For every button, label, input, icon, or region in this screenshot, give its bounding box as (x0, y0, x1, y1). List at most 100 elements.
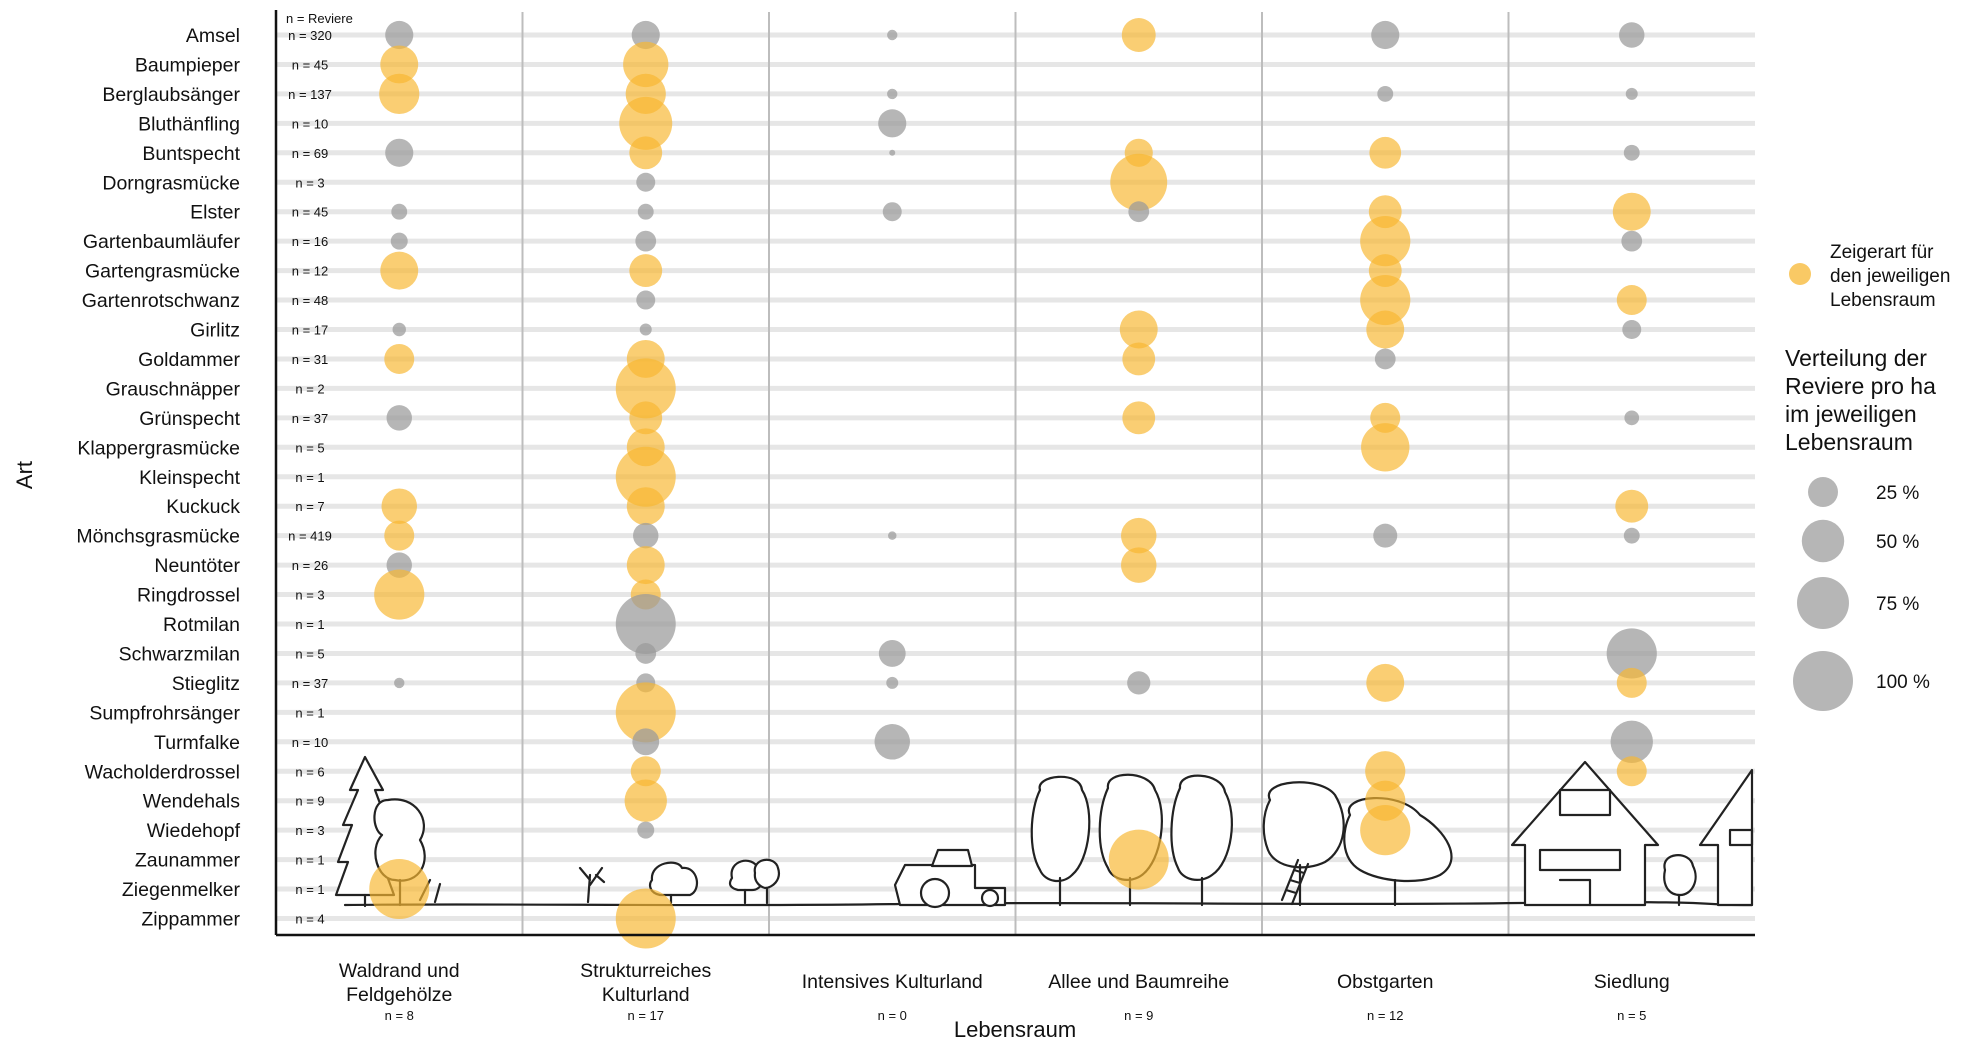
species-label: Ziegenmelker (122, 879, 241, 901)
legend-indicator-label: Zeigerart für (1830, 242, 1934, 263)
species-label: Ringdrossel (137, 585, 240, 607)
indicator-bubble (1369, 136, 1402, 169)
bubble (385, 138, 414, 167)
species-n-label: n = 419 (288, 529, 332, 544)
habitat-separators (521, 12, 1510, 935)
bubbles (369, 18, 1657, 949)
habitat-n-label: n = 8 (385, 1008, 414, 1023)
legend-size-bubble (1801, 519, 1845, 563)
legend-indicator-label: Lebensraum (1830, 290, 1936, 311)
bubble (1619, 22, 1645, 48)
species-n-label: n = 5 (295, 646, 324, 661)
legend-size-title: Lebensraum (1785, 429, 1913, 455)
species-label: Turmfalke (154, 732, 240, 754)
legend: Zeigerart für den jeweiligen Lebensraum Ver… (1785, 242, 1950, 711)
indicator-bubble (1612, 192, 1651, 231)
species-n-labels: n = 320 n = 45 n = 137 n = 10 n = 69 n = 3 n =… (288, 28, 332, 927)
bubble (1622, 320, 1642, 339)
species-label: Gartengrasmücke (85, 261, 240, 283)
species-label: Baumpieper (135, 54, 241, 76)
bubble (635, 230, 657, 252)
bubble (632, 728, 660, 756)
species-n-label: n = 16 (292, 234, 329, 249)
species-label: Dorngrasmücke (102, 172, 240, 194)
species-label: Klappergrasmücke (77, 437, 240, 459)
species-label: Grauschnäpper (106, 378, 241, 400)
species-n-label: n = 3 (295, 823, 324, 838)
habitat-label: Siedlung (1594, 971, 1670, 993)
species-n-label: n = 45 (292, 57, 329, 72)
habitat-label: Feldgehölze (346, 984, 452, 1006)
bubble (394, 677, 405, 689)
indicator-bubble (379, 73, 420, 115)
legend-size-label: 50 % (1876, 532, 1919, 553)
species-n-label: n = 17 (292, 323, 329, 338)
indicator-bubble (624, 779, 667, 822)
species-n-label: n = 3 (295, 175, 324, 190)
bubble (882, 202, 902, 222)
indicator-bubble (1122, 401, 1156, 435)
indicator-bubble (629, 401, 663, 435)
indicator-bubble (1616, 756, 1647, 787)
species-label: Wendehals (143, 791, 240, 813)
structured-farmland-icon (578, 858, 780, 905)
bubble (886, 676, 899, 689)
bubble (887, 88, 898, 100)
bubble (385, 20, 414, 50)
species-n-label: n = 9 (295, 794, 324, 809)
habitat-label: Kulturland (602, 984, 690, 1006)
species-label: Neuntöter (154, 555, 240, 577)
indicator-bubble (1365, 751, 1406, 792)
species-label: Girlitz (190, 320, 240, 342)
bubble (615, 594, 676, 654)
legend-size-bubble (1797, 577, 1849, 629)
habitat-label: Waldrand und (339, 960, 460, 982)
bubble (636, 290, 656, 310)
bubble (1128, 201, 1150, 223)
habitat-label: Strukturreiches (580, 960, 711, 982)
indicator-bubble (1121, 18, 1156, 52)
legend-size-bubble (1793, 651, 1853, 711)
indicator-bubble (1615, 489, 1649, 523)
indicator-bubble (615, 358, 676, 419)
species-n-label: n = 10 (292, 735, 329, 750)
indicator-bubble (381, 488, 417, 524)
bubble (637, 821, 655, 839)
species-label: Sumpfrohrsänger (89, 702, 240, 724)
species-n-label: n = 12 (292, 264, 329, 279)
species-label: Zaunammer (135, 850, 241, 872)
bubble (1623, 527, 1640, 544)
species-label: Wiedehopf (147, 820, 241, 842)
species-n-label: n = 69 (292, 146, 329, 161)
bubble (637, 203, 654, 220)
species-label: Gartenrotschwanz (82, 290, 240, 312)
species-n-label: n = 1 (295, 617, 324, 632)
bubble (1624, 410, 1640, 426)
species-n-label: n = 31 (292, 352, 329, 367)
legend-indicator-swatch (1789, 263, 1811, 285)
indicator-bubble (1360, 216, 1411, 267)
habitat-n-label: n = 17 (627, 1008, 664, 1023)
species-n-label: n = 6 (295, 764, 324, 779)
habitat-label: Intensives Kulturland (802, 971, 983, 993)
bubble (874, 724, 910, 760)
species-n-label: n = 320 (288, 28, 332, 43)
legend-size-label: 25 % (1876, 483, 1919, 504)
species-label: Zippammer (141, 909, 240, 931)
bubble (1610, 720, 1653, 764)
indicator-bubble (629, 136, 663, 170)
species-label: Bluthänfling (138, 113, 240, 135)
species-label: Berglaubsänger (102, 84, 240, 106)
houses-icon (1510, 760, 1754, 907)
bubble (1621, 230, 1643, 252)
legend-size-bubble (1808, 477, 1838, 507)
indicator-bubble (626, 487, 665, 526)
indicator-bubble (615, 446, 676, 507)
indicator-bubble (369, 859, 430, 920)
species-label: Wacholderdrossel (85, 761, 240, 783)
x-axis-title: Lebensraum (954, 1017, 1076, 1042)
indicator-bubble (1360, 274, 1411, 326)
species-n-label: n = 137 (288, 87, 332, 102)
species-label: Amsel (186, 25, 240, 47)
